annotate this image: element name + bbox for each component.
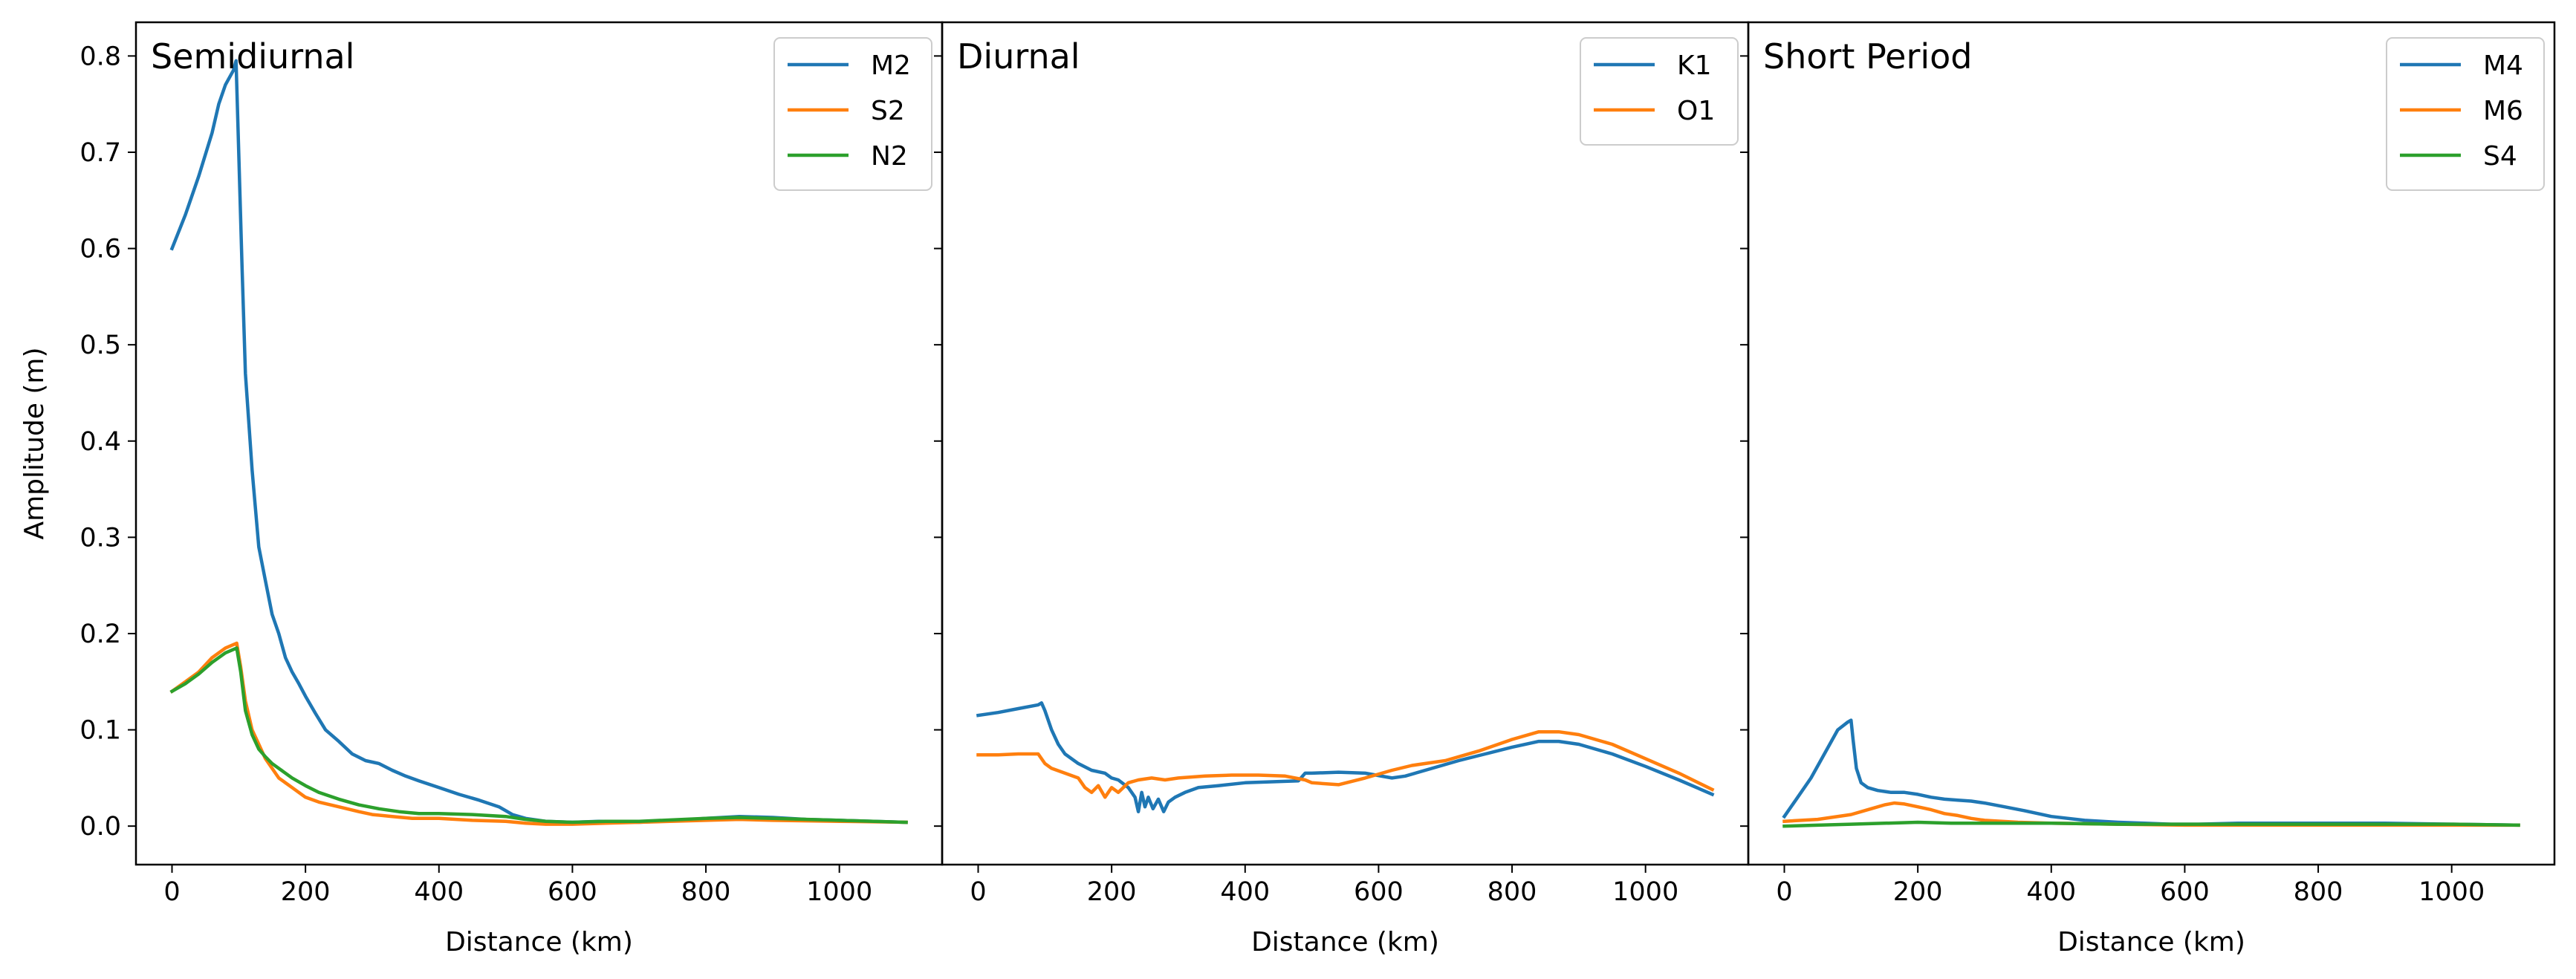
legend-label-m6: M6 [2483, 96, 2523, 126]
panel-short-period: 0 200 400 600 800 1000 Distance (km) Short Peri… [1740, 21, 2556, 957]
legend-label-k1: K1 [1677, 51, 1712, 81]
y-tick-label: 0.6 [80, 235, 121, 264]
series-line-n2 [169, 646, 908, 824]
axes-frame [941, 21, 1750, 866]
x-axis-label: Distance (km) [1251, 927, 1439, 957]
legend-label-s4: S4 [2483, 141, 2517, 172]
legend: M4 M6 S4 [2386, 37, 2545, 191]
x-tick-label: 1000 [1612, 877, 1678, 907]
y-tick-label: 0.4 [80, 427, 121, 457]
x-tick-label: 0 [1776, 877, 1792, 907]
legend: K1 O1 [1580, 37, 1739, 146]
legend-label-n2: N2 [871, 141, 908, 172]
x-axis-label: Distance (km) [2057, 927, 2245, 957]
x-tick-label: 600 [2160, 877, 2210, 907]
y-tick-label: 0.1 [80, 716, 121, 746]
legend-label-o1: O1 [1677, 96, 1715, 126]
y-tick-label: 0.2 [80, 619, 121, 649]
series-line-s4 [1782, 820, 2520, 828]
legend-frame [2386, 37, 2545, 191]
x-axis-label: Distance (km) [445, 927, 633, 957]
x-tick-label: 200 [281, 877, 331, 907]
x-tick-label: 0 [163, 877, 180, 907]
panel-title: Semidiurnal [151, 36, 354, 77]
x-tick-label: 200 [1893, 877, 1943, 907]
x-tick-label: 600 [1354, 877, 1404, 907]
x-tick-label: 400 [2026, 877, 2076, 907]
x-tick-label: 600 [548, 877, 597, 907]
panel-semidiurnal: 0 200 400 600 800 1000 0.0 0.1 0.2 0.3 0.4 0.5 0.6 0.… [80, 21, 944, 957]
x-tick-label: 1000 [806, 877, 872, 907]
panel-title: Short Period [1763, 36, 1973, 77]
series-line-m4 [1782, 718, 2520, 827]
legend-label-m4: M4 [2483, 51, 2523, 81]
x-tick-label: 200 [1087, 877, 1137, 907]
x-tick-label: 800 [2294, 877, 2343, 907]
panel-title: Diurnal [957, 36, 1080, 77]
x-tick-label: 400 [414, 877, 464, 907]
y-tick-label: 0.5 [80, 331, 121, 360]
x-tick-label: 400 [1220, 877, 1270, 907]
axes-frame [1747, 21, 2556, 866]
y-tick-label: 0.7 [80, 138, 121, 168]
y-tick-label: 0.8 [80, 42, 121, 71]
legend-frame [1580, 37, 1739, 146]
legend-frame [773, 37, 932, 191]
series-line-s2 [169, 641, 908, 826]
y-tick-label: 0.0 [80, 812, 121, 842]
panel-diurnal: 0 200 400 600 800 1000 Distance (km) Diurnal K1 O… [934, 21, 1750, 957]
x-tick-label: 1000 [2418, 877, 2485, 907]
x-tick-label: 0 [970, 877, 986, 907]
series-line-o1 [976, 729, 1715, 799]
series-line-k1 [976, 701, 1715, 813]
legend-label-m2: M2 [871, 51, 911, 81]
x-tick-label: 800 [1487, 877, 1537, 907]
legend: M2 S2 N2 [773, 37, 932, 191]
y-axis-label: Amplitude (m) [19, 347, 50, 539]
y-tick-label: 0.3 [80, 523, 121, 553]
legend-label-s2: S2 [871, 96, 905, 126]
x-tick-label: 800 [681, 877, 731, 907]
